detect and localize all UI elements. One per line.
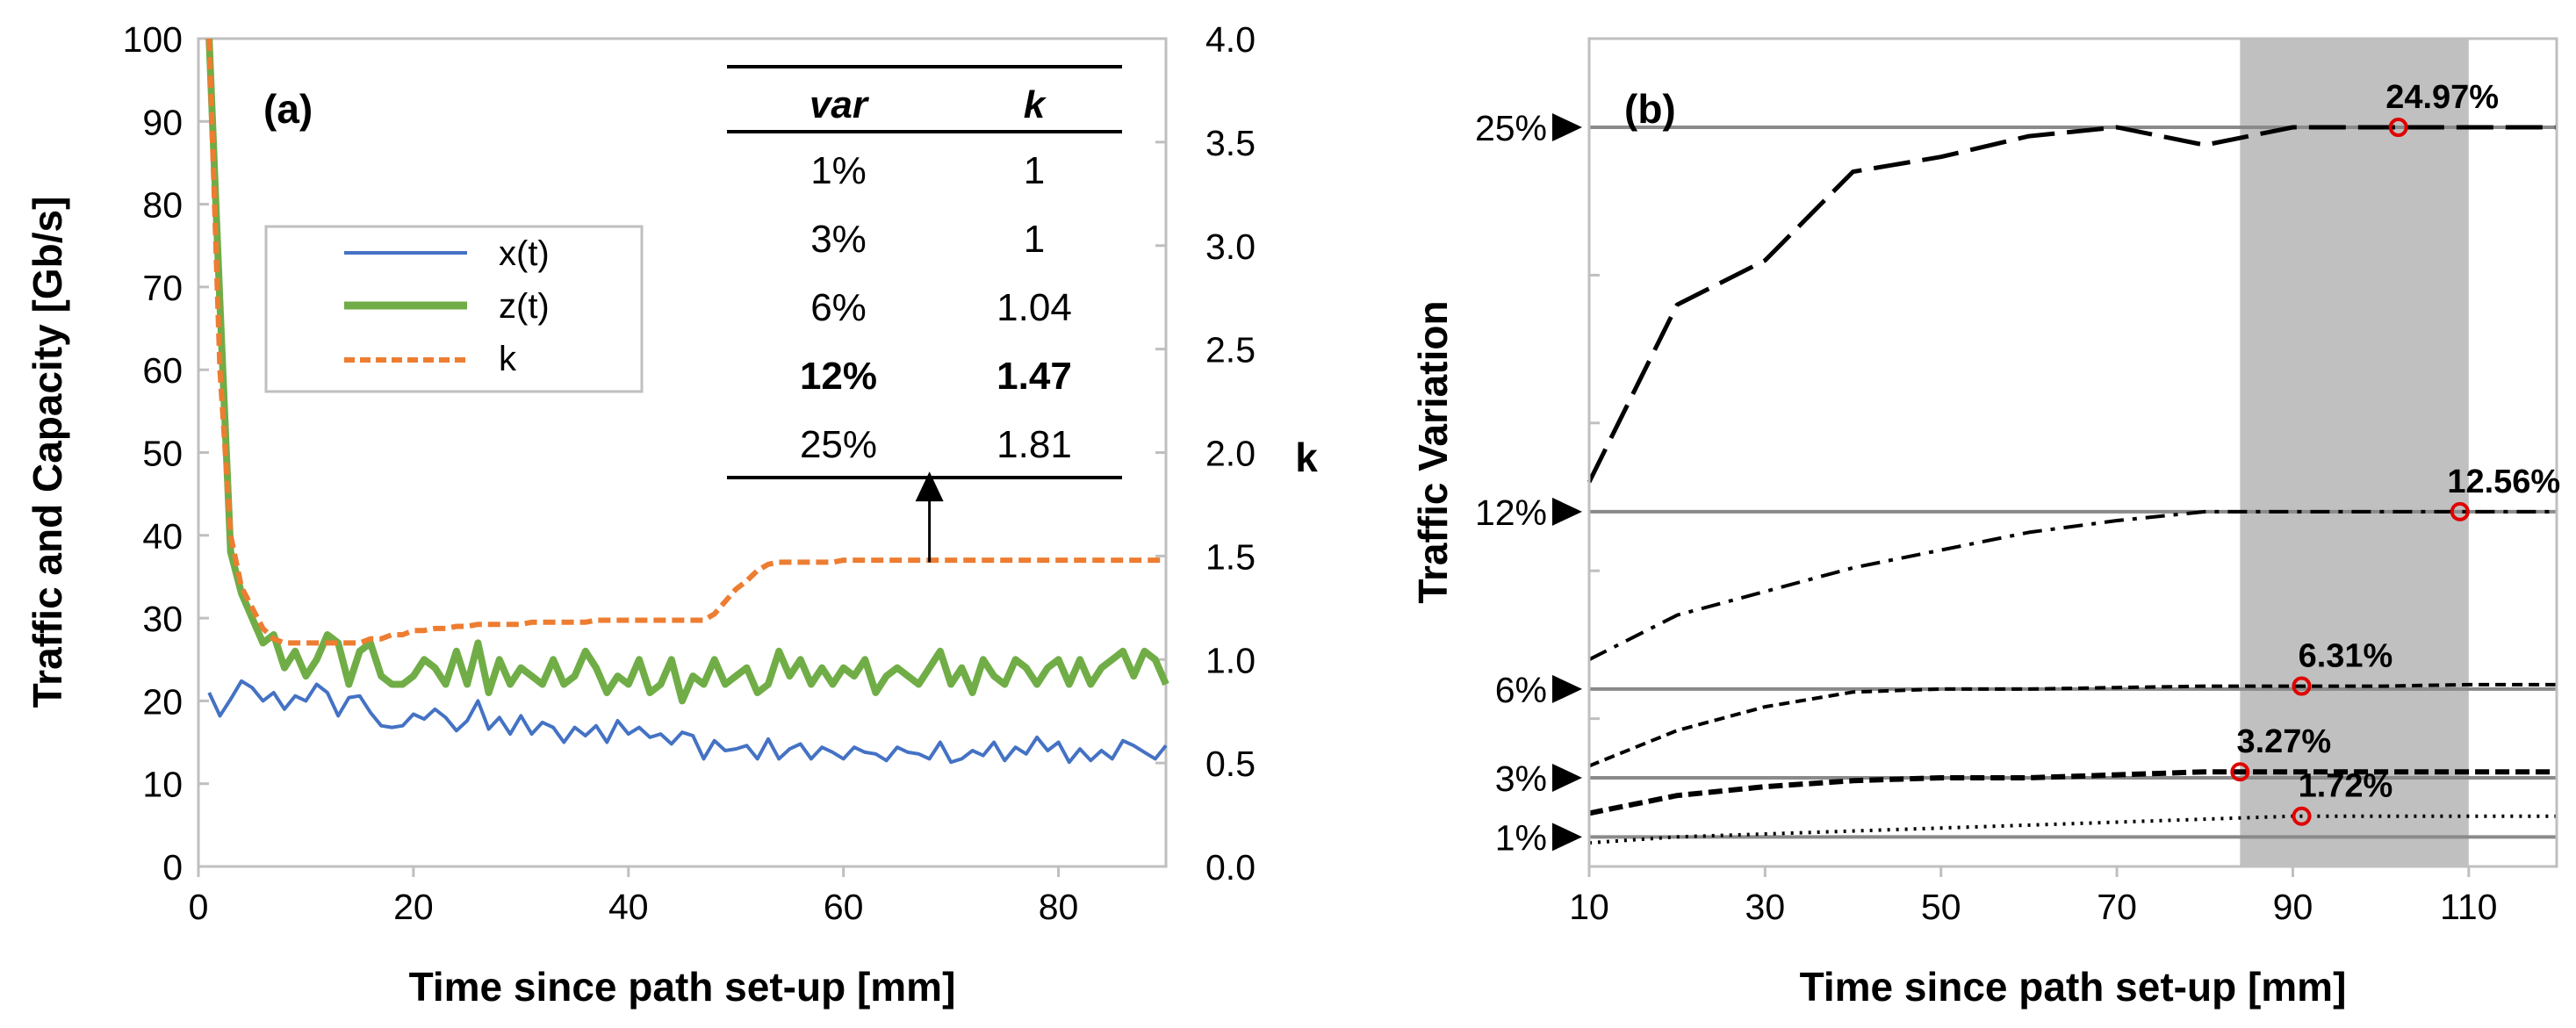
marker-point: [2388, 118, 2408, 138]
table-cell-var: 25%: [800, 423, 877, 466]
series-line-25pct: [1587, 125, 2557, 484]
table-cell-var: 6%: [810, 286, 867, 329]
reference-label: 6%: [1495, 670, 1547, 710]
panel-b-y-axis-title: Traffic Variation: [1410, 300, 1456, 603]
tick-label-left: 90: [142, 102, 183, 142]
panel-b: 1% 3% 6% 12% 25% 10 30 50 70 90 110 24.97% 12.56% 6…: [1410, 37, 2560, 1010]
panel-a-label: (a): [263, 86, 313, 132]
legend-label-k: k: [499, 340, 517, 378]
marker-label: 1.72%: [2299, 768, 2393, 805]
legend-label-x: x(t): [499, 234, 550, 273]
table-cell-k: 1: [1024, 149, 1045, 192]
tick-label-x: 60: [824, 887, 864, 927]
series-line-12pct: [1588, 509, 2557, 662]
table-cell-k: 1: [1024, 218, 1045, 261]
panel-b-plot-frame: [1587, 37, 2558, 868]
panel-a-x-axis-title: Time since path set-up [mm]: [409, 964, 956, 1010]
series-line-3pct: [1588, 769, 2557, 816]
table-header-k: k: [1024, 83, 1047, 126]
reference-label: 3%: [1495, 758, 1547, 799]
table-cell-k: 1.81: [997, 423, 1072, 466]
legend-label-z: z(t): [499, 287, 550, 326]
tick-label-right: 2.0: [1205, 434, 1256, 474]
arrow-head: [915, 471, 944, 502]
tick-label-x: 110: [2440, 887, 2497, 927]
panel-b-x-axis-title: Time since path set-up [mm]: [1800, 964, 2347, 1010]
panel-a-y-axis-title: Traffic and Capacity [Gb/s]: [25, 197, 70, 708]
table-cell-k: 1.04: [997, 286, 1072, 329]
tick-label-left: 50: [142, 434, 183, 474]
tick-label-left: 80: [142, 185, 183, 226]
tick-label-right: 4.0: [1205, 19, 1256, 60]
table-cell-var: 12%: [800, 355, 877, 398]
tick-label-right: 3.5: [1205, 123, 1256, 163]
tick-label-left: 40: [142, 516, 183, 557]
panel-a-inset-table: var k 1% 1 3% 1 6% 1.04 12% 1.47 25% 1.81: [727, 65, 1122, 479]
marker-label: 12.56%: [2447, 464, 2560, 500]
marker-point: [2450, 501, 2470, 521]
panel-a-legend: x(t) z(t) k: [264, 225, 644, 393]
tick-label-x: 20: [393, 887, 434, 927]
reference-arrow: [1552, 674, 1582, 703]
panel-a-x-axis-ticks: 0 20 40 60 80: [189, 866, 1079, 927]
tick-label-right: 0.0: [1205, 847, 1256, 888]
marker-point: [2230, 762, 2250, 782]
panel-b-x-axis-ticks: 10 30 50 70 90 110: [1569, 866, 2498, 927]
series-line-1pct: [1588, 814, 2557, 845]
panel-a-left-axis-ticks: 0 10 20 30 40 50 60 70 80 90 100: [123, 19, 209, 888]
series-line-zt: [205, 38, 1169, 705]
panel-b-y-axis-ticks: [1589, 126, 1600, 721]
panel-a-y2-axis-title: k: [1295, 435, 1318, 480]
tick-label-x: 80: [1039, 887, 1079, 927]
tick-label-left: 70: [142, 268, 183, 308]
tick-label-x: 40: [608, 887, 649, 927]
marker-label: 6.31%: [2299, 638, 2393, 675]
marker-point: [2292, 806, 2312, 826]
series-line-6pct: [1588, 682, 2557, 768]
reference-arrow: [1552, 113, 1582, 142]
table-cell-var: 3%: [810, 218, 867, 261]
tick-label-right: 1.0: [1205, 640, 1256, 680]
reference-arrow: [1552, 823, 1582, 852]
tick-label-left: 0: [162, 847, 183, 888]
tick-label-x: 50: [1921, 887, 1961, 927]
table-cell-k: 1.47: [997, 355, 1072, 398]
tick-label-x: 0: [189, 887, 209, 927]
tick-label-left: 60: [142, 350, 183, 391]
marker-point: [2292, 676, 2312, 696]
panel-a-arrow-annotation: [915, 471, 944, 563]
tick-label-x: 30: [1745, 887, 1786, 927]
reference-label: 25%: [1475, 108, 1547, 148]
panel-b-markers: 24.97% 12.56% 6.31% 3.27% 1.72%: [2230, 79, 2560, 826]
tick-label-right: 2.5: [1205, 330, 1256, 370]
table-header-var: var: [809, 83, 870, 126]
tick-label-left: 20: [142, 681, 183, 722]
series-line-k: [206, 38, 1166, 646]
tick-label-right: 1.5: [1205, 536, 1256, 577]
marker-label: 24.97%: [2385, 79, 2499, 116]
marker-label: 3.27%: [2236, 723, 2331, 760]
table-body: 1% 1 3% 1 6% 1.04 12% 1.47 25% 1.81: [800, 149, 1072, 466]
tick-label-right: 3.0: [1205, 226, 1256, 267]
reference-label: 12%: [1475, 492, 1547, 533]
reference-arrow: [1552, 763, 1582, 792]
panel-a-series: [205, 38, 1169, 765]
tick-label-x: 70: [2097, 887, 2137, 927]
reference-label: 1%: [1495, 817, 1547, 858]
tick-label-left: 10: [142, 765, 183, 805]
tick-label-left: 30: [142, 599, 183, 639]
tick-label-x: 90: [2273, 887, 2313, 927]
panel-a-right-axis-ticks: 0.0 0.5 1.0 1.5 2.0 2.5 3.0 3.5 4.0: [1155, 19, 1256, 888]
tick-label-left: 100: [123, 19, 183, 60]
panel-b-label: (b): [1624, 86, 1676, 132]
series-line-xt: [207, 679, 1168, 765]
table-cell-var: 1%: [810, 149, 867, 192]
tick-label-right: 0.5: [1205, 744, 1256, 784]
reference-arrow: [1552, 497, 1582, 526]
tick-label-x: 10: [1569, 887, 1609, 927]
panel-b-series: [1587, 125, 2557, 845]
panel-b-shaded-window: [2240, 39, 2469, 866]
